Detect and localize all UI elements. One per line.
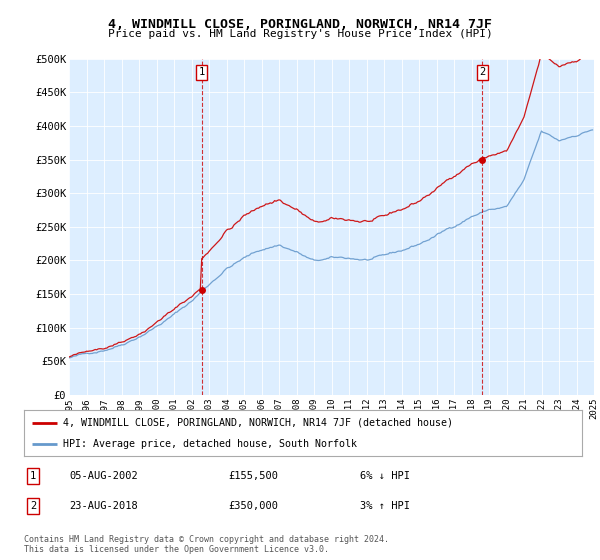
Text: 05-AUG-2002: 05-AUG-2002 xyxy=(69,471,138,481)
Text: 1: 1 xyxy=(30,471,36,481)
Text: 4, WINDMILL CLOSE, PORINGLAND, NORWICH, NR14 7JF: 4, WINDMILL CLOSE, PORINGLAND, NORWICH, … xyxy=(108,18,492,31)
Text: HPI: Average price, detached house, South Norfolk: HPI: Average price, detached house, Sout… xyxy=(63,439,357,449)
Text: 23-AUG-2018: 23-AUG-2018 xyxy=(69,501,138,511)
Text: 6% ↓ HPI: 6% ↓ HPI xyxy=(360,471,410,481)
Text: £350,000: £350,000 xyxy=(228,501,278,511)
Text: 4, WINDMILL CLOSE, PORINGLAND, NORWICH, NR14 7JF (detached house): 4, WINDMILL CLOSE, PORINGLAND, NORWICH, … xyxy=(63,418,453,428)
Text: Price paid vs. HM Land Registry's House Price Index (HPI): Price paid vs. HM Land Registry's House … xyxy=(107,29,493,39)
Text: 1: 1 xyxy=(199,67,205,77)
Text: Contains HM Land Registry data © Crown copyright and database right 2024.
This d: Contains HM Land Registry data © Crown c… xyxy=(24,535,389,554)
Text: 3% ↑ HPI: 3% ↑ HPI xyxy=(360,501,410,511)
Text: £155,500: £155,500 xyxy=(228,471,278,481)
Text: 2: 2 xyxy=(30,501,36,511)
Text: 2: 2 xyxy=(479,67,485,77)
